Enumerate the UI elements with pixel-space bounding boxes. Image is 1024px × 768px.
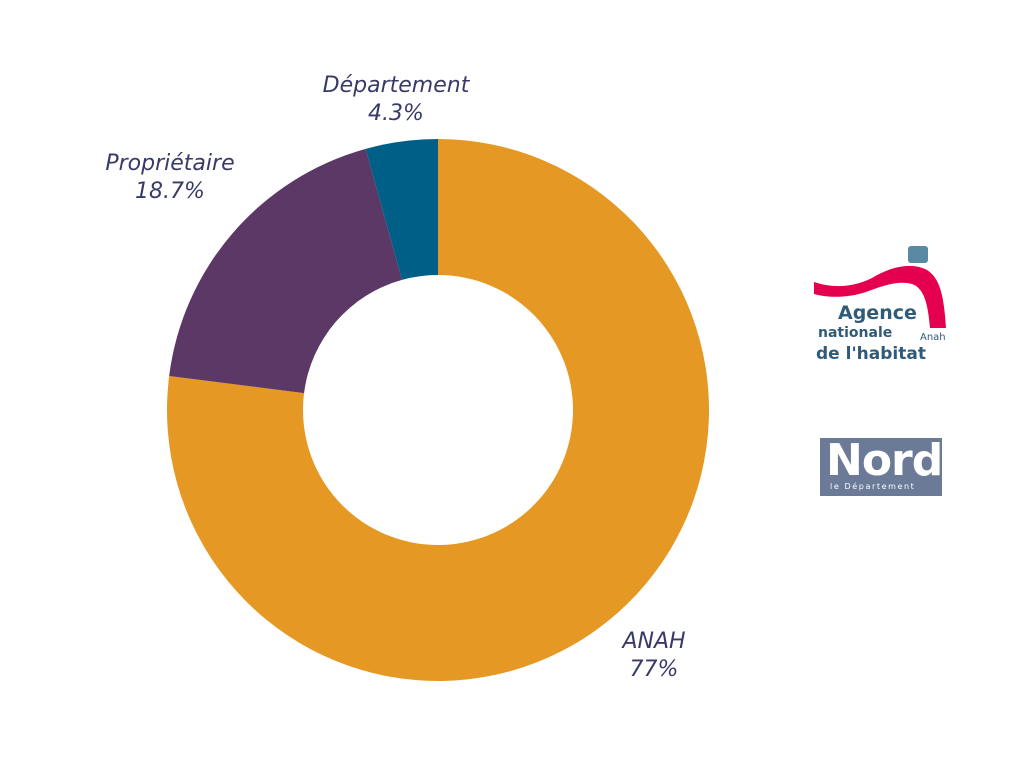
slice-label-value: 18.7% (135, 179, 205, 204)
slice-labels: ANAH 77% Propriétaire 18.7% Département 4.3% (105, 73, 685, 682)
slice-label-value: 4.3% (368, 101, 424, 126)
slice-d-partement (365, 139, 438, 280)
slice-label-value: 77% (630, 657, 679, 682)
slice-anah (167, 139, 710, 681)
anah-logo: Agence nationale Anah de l'habitat (812, 244, 952, 368)
anah-logo-line2: nationale (818, 325, 892, 341)
nord-logo-subtitle: le Département (830, 482, 916, 491)
slice-label-name: Propriétaire (105, 151, 234, 176)
anah-logo-small: Anah (920, 332, 946, 343)
anah-logo-square (908, 246, 928, 263)
slice-propri-taire (169, 148, 402, 394)
nord-logo-word: Nord (826, 435, 943, 486)
anah-logo-line3: de l'habitat (816, 344, 926, 364)
slice-label-name: Département (323, 73, 471, 98)
donut-slices (167, 139, 710, 681)
nord-logo: Nord le Département (820, 435, 943, 496)
anah-logo-line1: Agence (838, 302, 917, 324)
slice-label-name: ANAH (620, 629, 685, 654)
anah-logo-arc (814, 265, 946, 328)
